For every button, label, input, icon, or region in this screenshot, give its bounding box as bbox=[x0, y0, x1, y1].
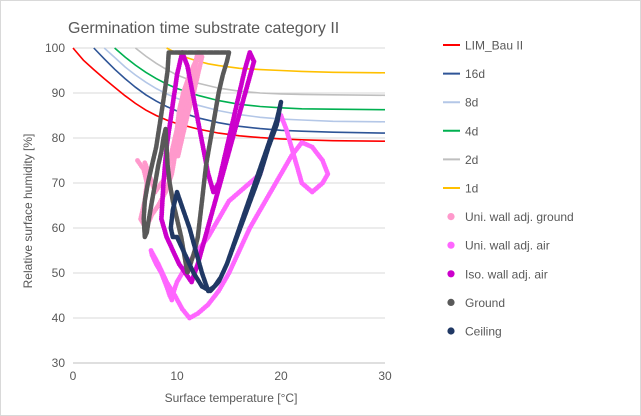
legend-label: Ceiling bbox=[465, 325, 502, 339]
y-tick-label: 60 bbox=[52, 221, 66, 235]
legend-label: 16d bbox=[465, 67, 485, 81]
data-point bbox=[159, 214, 164, 220]
y-tick-label: 30 bbox=[52, 356, 66, 370]
data-point bbox=[149, 250, 154, 256]
isopleth-4d bbox=[114, 47, 386, 111]
legend-label: 8d bbox=[465, 96, 478, 110]
y-axis-label: Relative surface humidity [%] bbox=[21, 134, 35, 289]
measurement-series bbox=[135, 50, 331, 321]
tick-labels: 30 40 50 60 70 80 90 100 0 10 20 30 bbox=[45, 41, 392, 383]
series-ground bbox=[141, 50, 232, 276]
isopleth-lim-bau-ii bbox=[72, 47, 386, 142]
legend-item-ceiling: Ceiling bbox=[447, 325, 502, 339]
legend-item-8d: 8d bbox=[443, 96, 478, 110]
x-tick-label: 30 bbox=[378, 369, 392, 383]
legend-label: Ground bbox=[465, 296, 505, 310]
series-ceiling bbox=[168, 99, 284, 294]
legend-swatch bbox=[447, 298, 455, 306]
legend-item-uni-wall-adj-ground: Uni. wall adj. ground bbox=[447, 210, 574, 224]
y-tick-label: 50 bbox=[52, 266, 66, 280]
legend-item-ground: Ground bbox=[447, 296, 505, 310]
series-line bbox=[141, 50, 232, 276]
legend-label: 2d bbox=[465, 153, 478, 167]
y-tick-label: 90 bbox=[52, 86, 66, 100]
legend-item-iso-wall-adj-air: Iso. wall adj. air bbox=[447, 267, 548, 281]
legend-label: Iso. wall adj. air bbox=[465, 267, 548, 281]
x-axis-label: Surface temperature [°C] bbox=[165, 391, 298, 405]
legend-label: LIM_Bau II bbox=[465, 39, 523, 53]
legend-swatch bbox=[447, 327, 455, 335]
legend-swatch bbox=[447, 213, 455, 221]
legend-item-uni-wall-adj-air: Uni. wall adj. air bbox=[447, 239, 550, 253]
legend-label: 1d bbox=[465, 182, 478, 196]
x-tick-label: 10 bbox=[170, 369, 184, 383]
legend-swatch bbox=[447, 241, 455, 249]
y-tick-label: 80 bbox=[52, 131, 66, 145]
legend-item-1d: 1d bbox=[443, 182, 478, 196]
x-tick-label: 20 bbox=[274, 369, 288, 383]
legend-label: Uni. wall adj. air bbox=[465, 239, 550, 253]
chart-title: Germination time substrate category II bbox=[68, 20, 339, 37]
series-line bbox=[168, 99, 284, 294]
y-tick-label: 70 bbox=[52, 176, 66, 190]
legend-label: 4d bbox=[465, 124, 478, 138]
x-tick-label: 0 bbox=[70, 369, 77, 383]
legend-item-2d: 2d bbox=[443, 153, 478, 167]
legend: LIM_Bau II 16d 8d 4d 2d 1d Uni. wall adj. grou… bbox=[443, 39, 574, 339]
legend-swatch bbox=[447, 270, 455, 278]
legend-label: Uni. wall adj. ground bbox=[465, 210, 574, 224]
y-tick-label: 100 bbox=[45, 41, 65, 55]
legend-item-16d: 16d bbox=[443, 67, 485, 81]
y-tick-label: 40 bbox=[52, 311, 66, 325]
data-point bbox=[142, 160, 148, 166]
legend-item-4d: 4d bbox=[443, 124, 478, 138]
legend-item-lim-bau-ii: LIM_Bau II bbox=[443, 39, 523, 53]
